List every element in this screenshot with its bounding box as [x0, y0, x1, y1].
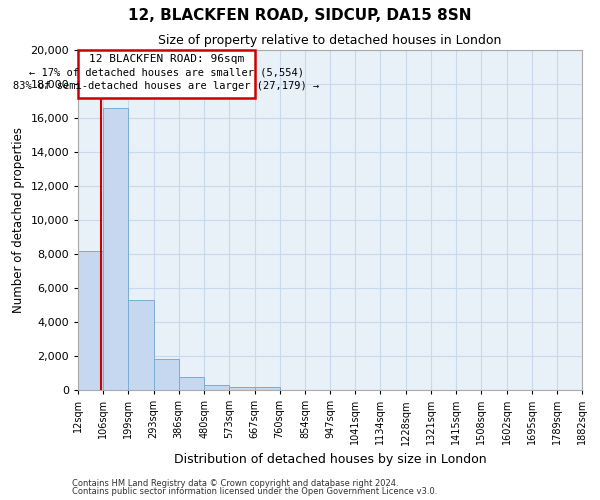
- Bar: [78, 250, 103, 390]
- Bar: [179, 378, 204, 390]
- Text: ← 17% of detached houses are smaller (5,554): ← 17% of detached houses are smaller (5,…: [29, 68, 304, 78]
- Text: Contains HM Land Registry data © Crown copyright and database right 2024.: Contains HM Land Registry data © Crown c…: [72, 478, 398, 488]
- Bar: [204, 385, 229, 390]
- Text: Contains public sector information licensed under the Open Government Licence v3: Contains public sector information licen…: [72, 487, 437, 496]
- Bar: [103, 108, 128, 390]
- Bar: [229, 386, 254, 390]
- Title: Size of property relative to detached houses in London: Size of property relative to detached ho…: [158, 34, 502, 48]
- Text: 12 BLACKFEN ROAD: 96sqm: 12 BLACKFEN ROAD: 96sqm: [89, 54, 244, 64]
- Text: 83% of semi-detached houses are larger (27,179) →: 83% of semi-detached houses are larger (…: [13, 82, 319, 92]
- Bar: [78, 50, 254, 98]
- Bar: [154, 360, 179, 390]
- Bar: [128, 300, 154, 390]
- Bar: [254, 386, 280, 390]
- Text: 12, BLACKFEN ROAD, SIDCUP, DA15 8SN: 12, BLACKFEN ROAD, SIDCUP, DA15 8SN: [128, 8, 472, 22]
- Y-axis label: Number of detached properties: Number of detached properties: [12, 127, 25, 313]
- X-axis label: Distribution of detached houses by size in London: Distribution of detached houses by size …: [173, 453, 487, 466]
